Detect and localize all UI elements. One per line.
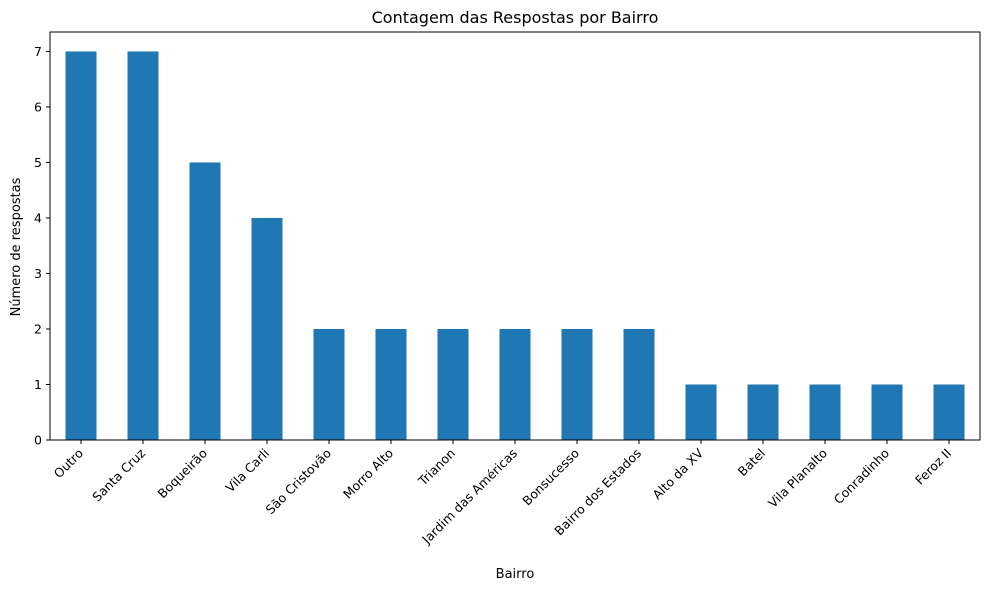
bar-5 — [375, 328, 407, 440]
y-tick-label-3: 3 — [34, 266, 42, 281]
y-tick-label-4: 4 — [34, 210, 42, 225]
y-axis: 0 1 2 3 4 5 6 7 — [34, 44, 50, 448]
y-tick-label-5: 5 — [34, 155, 42, 170]
bar-13 — [871, 384, 903, 440]
bar-9 — [623, 328, 655, 440]
y-axis-label: Número de respostas — [9, 177, 24, 316]
y-tick-label-6: 6 — [34, 99, 42, 114]
bar-10 — [685, 384, 717, 440]
x-tick-label-1: Santa Cruz — [89, 445, 148, 504]
y-tick-label-1: 1 — [34, 377, 42, 392]
x-axis-label: Bairro — [496, 567, 535, 582]
x-tick-label-3: Vila Carli — [222, 446, 272, 496]
x-tick-label-5: Morro Alto — [340, 446, 396, 502]
x-tick-label-4: São Cristovão — [262, 446, 334, 518]
bar-4 — [313, 328, 345, 440]
x-tick-label-11: Batel — [735, 446, 768, 479]
x-tick-label-13: Conradinho — [831, 446, 893, 508]
bar-6 — [437, 328, 469, 440]
bar-2 — [189, 162, 221, 440]
bar-12 — [809, 384, 841, 440]
bar-3 — [251, 217, 283, 440]
bars — [65, 51, 965, 441]
bar-11 — [747, 384, 779, 440]
y-tick-label-0: 0 — [34, 433, 42, 448]
bar-14 — [933, 384, 965, 440]
y-tick-label-7: 7 — [34, 44, 42, 59]
x-tick-label-10: Alto da XV — [649, 445, 706, 502]
x-tick-label-14: Feroz II — [912, 446, 954, 488]
plot-frame — [49, 31, 981, 441]
x-tick-label-2: Boqueirão — [154, 446, 210, 502]
x-tick-label-12: Vila Planalto — [765, 446, 830, 511]
chart-title: Contagem das Respostas por Bairro — [372, 8, 659, 27]
bar-8 — [561, 328, 593, 440]
bar-7 — [499, 328, 531, 440]
x-tick-label-0: Outro — [51, 446, 86, 481]
x-tick-label-6: Trianon — [415, 446, 459, 490]
x-tick-label-8: Bonsucesso — [519, 446, 582, 509]
y-tick-label-2: 2 — [34, 321, 42, 336]
bar-0 — [65, 51, 97, 441]
bar-1 — [127, 51, 159, 441]
